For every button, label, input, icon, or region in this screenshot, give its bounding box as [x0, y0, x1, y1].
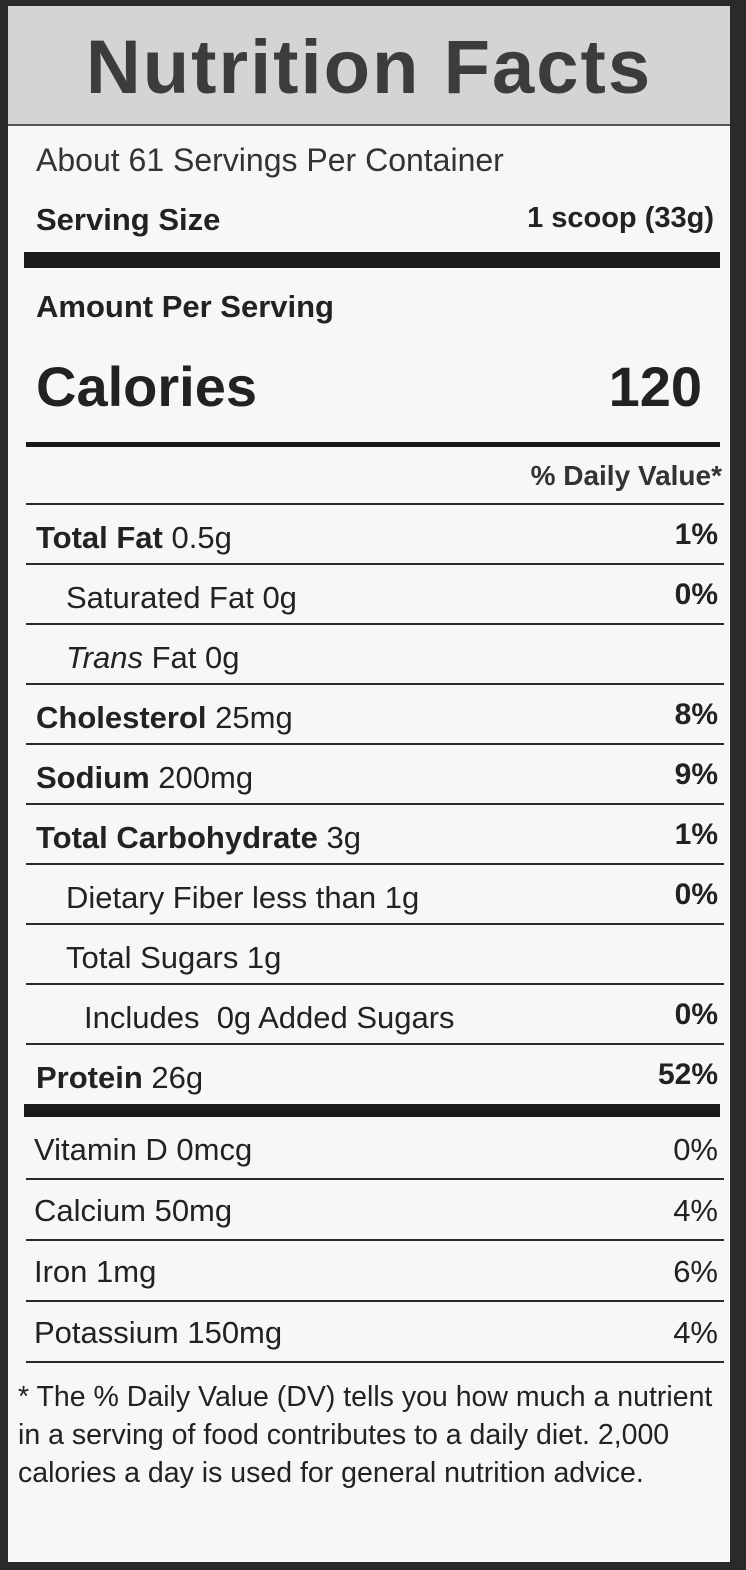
nutrient-amount: 200mg: [149, 760, 254, 795]
nutrient-name: Total Fat: [36, 520, 163, 555]
row-divider: [26, 1043, 724, 1045]
nutrient-row-total-sugars: Total Sugars 1g: [8, 923, 730, 983]
nutrient-name: Cholesterol: [36, 700, 207, 735]
row-divider: [26, 503, 724, 505]
nutrient-row-total-carbohydrate: Total Carbohydrate 3g 1%: [8, 803, 730, 863]
vitamin-name: Potassium 150mg: [34, 1315, 283, 1350]
nutrient-name: Dietary Fiber less than 1g: [66, 880, 420, 915]
label-title: Nutrition Facts: [85, 25, 653, 110]
vitamin-name: Vitamin D 0mcg: [34, 1132, 253, 1167]
nutrient-name: Total Carbohydrate: [36, 820, 318, 855]
row-divider: [26, 1300, 724, 1302]
daily-value-footnote: * The % Daily Value (DV) tells you how m…: [18, 1381, 713, 1489]
servings-per-container: About 61 Servings Per Container: [36, 142, 504, 178]
vitamin-row-potassium: Potassium 150mg 4%: [8, 1303, 730, 1364]
vitamin-row-vitamin-d: Vitamin D 0mcg 0%: [8, 1120, 730, 1181]
row-divider: [26, 803, 724, 805]
daily-value-header: % Daily Value*: [530, 460, 722, 491]
nutrient-row-dietary-fiber: Dietary Fiber less than 1g 0%: [8, 863, 730, 923]
nutrient-dv: 1%: [674, 818, 718, 851]
nutrient-name: Saturated Fat 0g: [66, 580, 297, 615]
nutrition-label: Nutrition Facts About 61 Servings Per Co…: [8, 6, 730, 1562]
nutrient-row-cholesterol: Cholesterol 25mg 8%: [8, 683, 730, 743]
nutrient-dv: 0%: [674, 878, 718, 911]
nutrient-amount: 3g: [317, 820, 362, 855]
nutrient-dv: 9%: [674, 758, 718, 791]
nutrient-name: Fat 0g: [142, 640, 240, 675]
nutrient-list: Total Fat 0.5g 1% Saturated Fat 0g 0% Tr…: [8, 503, 730, 1103]
vitamin-row-iron: Iron 1mg 6%: [8, 1242, 730, 1303]
vitamin-dv: 4%: [673, 1315, 718, 1350]
row-divider: [26, 1178, 724, 1180]
nutrient-row-trans-fat: Trans Fat 0g: [8, 623, 730, 683]
nutrient-amount: 25mg: [206, 700, 293, 735]
vitamin-dv: 6%: [673, 1254, 718, 1289]
nutrient-dv: 0%: [674, 578, 718, 611]
nutrient-name: Includes 0g Added Sugars: [84, 1000, 455, 1035]
row-divider: [26, 863, 724, 865]
row-divider: [26, 1361, 724, 1363]
serving-size-label: Serving Size: [36, 202, 221, 237]
row-divider: [26, 623, 724, 625]
nutrient-name: Total Sugars 1g: [66, 940, 282, 975]
calories-value: 120: [608, 355, 702, 418]
nutrient-row-protein: Protein 26g 52%: [8, 1043, 730, 1103]
vitamin-name: Iron 1mg: [34, 1254, 157, 1289]
row-divider: [26, 743, 724, 745]
vitamin-list: Vitamin D 0mcg 0% Calcium 50mg 4% Iron 1…: [8, 1120, 730, 1364]
nutrient-row-saturated-fat: Saturated Fat 0g 0%: [8, 563, 730, 623]
medium-divider: [26, 442, 720, 447]
thick-divider: [24, 1104, 720, 1117]
nutrient-name: Protein: [36, 1060, 143, 1095]
nutrient-row-sodium: Sodium 200mg 9%: [8, 743, 730, 803]
nutrient-amount: 0.5g: [162, 520, 232, 555]
nutrient-row-total-fat: Total Fat 0.5g 1%: [8, 503, 730, 563]
vitamin-name: Calcium 50mg: [34, 1193, 233, 1228]
nutrient-name-italic: Trans: [66, 640, 143, 675]
amount-per-serving: Amount Per Serving: [36, 289, 334, 324]
row-divider: [26, 1239, 724, 1241]
row-divider: [26, 563, 724, 565]
nutrient-name: Sodium: [36, 760, 150, 795]
row-divider: [26, 683, 724, 685]
vitamin-row-calcium: Calcium 50mg 4%: [8, 1181, 730, 1242]
nutrient-dv: 0%: [674, 998, 718, 1031]
nutrient-dv: 8%: [674, 698, 718, 731]
calories-label: Calories: [36, 355, 257, 418]
nutrient-row-added-sugars: Includes 0g Added Sugars 0%: [8, 983, 730, 1043]
serving-size-value: 1 scoop (33g): [527, 202, 714, 234]
nutrient-dv: 52%: [657, 1058, 718, 1091]
row-divider: [26, 983, 724, 985]
vitamin-dv: 0%: [673, 1132, 718, 1167]
row-divider: [26, 923, 724, 925]
thick-divider: [24, 252, 720, 268]
label-header: Nutrition Facts: [8, 6, 730, 126]
vitamin-dv: 4%: [673, 1193, 718, 1228]
nutrient-dv: 1%: [674, 518, 718, 551]
nutrient-amount: 26g: [142, 1060, 204, 1095]
